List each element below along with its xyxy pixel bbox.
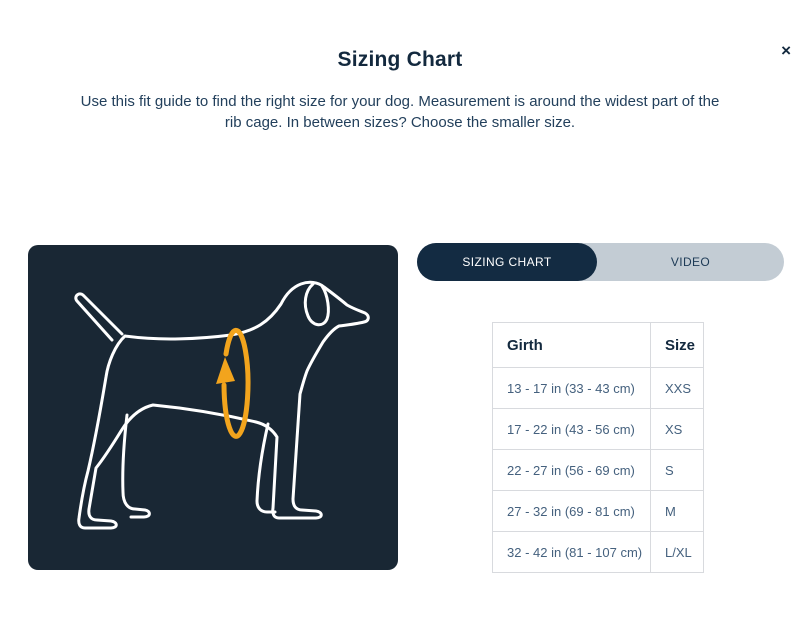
tab-sizing-chart[interactable]: SIZING CHART — [417, 243, 597, 281]
girth-cell: 17 - 22 in (43 - 56 cm) — [492, 408, 651, 450]
dog-far-front-leg — [255, 422, 277, 514]
size-cell: XXS — [650, 367, 704, 409]
size-cell: XS — [650, 408, 704, 450]
description-line-1: Use this fit guide to find the right siz… — [80, 93, 720, 110]
size-cell: L/XL — [650, 531, 704, 573]
table-row: 17 - 22 in (43 - 56 cm) XS — [492, 408, 704, 450]
modal-description: Use this fit guide to find the right siz… — [0, 91, 800, 133]
size-cell: S — [650, 449, 704, 491]
column-header-girth: Girth — [492, 322, 651, 368]
girth-cell: 22 - 27 in (56 - 69 cm) — [492, 449, 651, 491]
sizing-chart-modal: { "colors": { "accent_navy": "#132B42", … — [0, 42, 800, 635]
girth-arrow-head — [216, 357, 235, 384]
dog-tail — [74, 292, 124, 342]
tab-bar: SIZING CHART VIDEO — [417, 243, 784, 281]
description-line-2: rib cage. In between sizes? Choose the s… — [224, 114, 576, 131]
table-row: 32 - 42 in (81 - 107 cm) L/XL — [492, 531, 704, 573]
dog-far-hind-leg — [121, 413, 151, 519]
girth-arrow-arc — [221, 327, 251, 439]
table-row: 13 - 17 in (33 - 43 cm) XXS — [492, 367, 704, 409]
size-cell: M — [650, 490, 704, 532]
girth-cell: 27 - 32 in (69 - 81 cm) — [492, 490, 651, 532]
dog-ear — [303, 282, 330, 327]
dog-illustration-panel — [28, 245, 398, 570]
table-row: 27 - 32 in (69 - 81 cm) M — [492, 490, 704, 532]
dog-outline-illustration — [74, 280, 370, 530]
tab-video[interactable]: VIDEO — [670, 255, 711, 269]
girth-measure-arrow — [216, 327, 251, 439]
page-title: Sizing Chart — [337, 48, 463, 71]
column-header-size: Size — [650, 322, 704, 368]
sizing-table: Girth Size 13 - 17 in (33 - 43 cm) XXS 1… — [492, 322, 704, 573]
table-row: 22 - 27 in (56 - 69 cm) S — [492, 449, 704, 491]
girth-cell: 13 - 17 in (33 - 43 cm) — [492, 367, 651, 409]
girth-cell: 32 - 42 in (81 - 107 cm) — [492, 531, 651, 573]
close-icon[interactable]: × — [781, 41, 791, 60]
table-header-row: Girth Size — [492, 322, 704, 368]
